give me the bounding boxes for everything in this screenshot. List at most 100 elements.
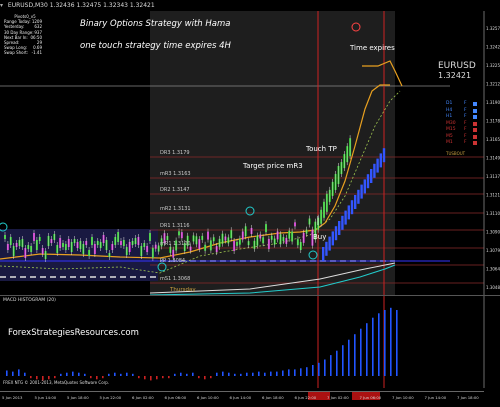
time-highlight-1 bbox=[308, 392, 330, 400]
histogram-bar bbox=[84, 373, 86, 376]
histogram-bar bbox=[102, 376, 104, 379]
histogram-bar bbox=[258, 371, 260, 376]
time-axis-label: 7 Jun 14:00 bbox=[425, 395, 447, 400]
price-axis-label: 1.32575 bbox=[486, 26, 500, 31]
trend-curve-white bbox=[149, 262, 396, 294]
tf-mark: F bbox=[464, 127, 467, 132]
tf-square-icon bbox=[472, 108, 477, 113]
time-axis-label: 7 Jun 18:00 bbox=[457, 395, 479, 400]
label-target-price: Target price mR3 bbox=[243, 162, 303, 170]
symbol-box: EURUSD 1.32421 bbox=[438, 62, 483, 81]
histogram-bar bbox=[270, 371, 272, 376]
hama-bar bbox=[350, 200, 354, 215]
histogram-bar bbox=[348, 339, 350, 376]
histogram-bar bbox=[6, 370, 8, 376]
ma-slow-line bbox=[0, 90, 401, 274]
time-axis-label: 5 Jun 22:00 bbox=[100, 395, 122, 400]
histogram-bar bbox=[384, 310, 386, 376]
histogram-bar bbox=[90, 376, 92, 379]
tf-label: H4 bbox=[446, 107, 453, 113]
histogram-bar bbox=[12, 371, 14, 376]
price-axis-label: 1.31210 bbox=[486, 193, 500, 198]
histogram-bar bbox=[318, 362, 320, 376]
histogram-bar bbox=[150, 376, 152, 381]
stats-label: 30 Day Range: bbox=[4, 29, 34, 35]
time-axis-label: 7 Jun 06:00 bbox=[360, 395, 382, 400]
price-axis-label: 1.31370 bbox=[486, 174, 500, 179]
histogram-bar bbox=[300, 368, 302, 376]
tf-row-h1: H1 F bbox=[446, 114, 482, 121]
price-axis-label: 1.31650 bbox=[486, 137, 500, 142]
price-axis-label: 1.32125 bbox=[486, 82, 500, 87]
price-axis-label: 1.31900 bbox=[486, 100, 500, 105]
headline-expiry: one touch strategy time expires 4H bbox=[80, 41, 231, 51]
stats-label: Spread: bbox=[4, 40, 20, 46]
indicator-title: MACD HISTOGRAM (20) bbox=[3, 298, 56, 303]
price-axis-label: 1.32421 bbox=[486, 45, 500, 50]
histogram-bar bbox=[396, 310, 398, 376]
future-projection-line bbox=[362, 60, 403, 87]
histogram-bar bbox=[42, 376, 44, 381]
histogram-bar bbox=[372, 317, 374, 376]
time-axis-label: 6 Jun 18:00 bbox=[262, 395, 284, 400]
pivot-label-pp: PP 1.3084 bbox=[160, 258, 186, 264]
histogram-bar bbox=[204, 376, 206, 380]
pivot-label-ms1: mS1 1.3068 bbox=[160, 276, 191, 282]
hama-bar bbox=[354, 195, 357, 209]
stats-label: Next Bar In: bbox=[4, 34, 28, 40]
pivot-label-dr2: DR2 1.3147 bbox=[160, 187, 190, 193]
histogram-bar bbox=[342, 345, 344, 376]
ma-orange-line bbox=[0, 84, 390, 260]
hama-bar bbox=[363, 179, 366, 194]
tf-label: M30 bbox=[446, 120, 456, 126]
chart-title-bar: ▾ EURUSD,M30 1.32436 1.32475 1.32343 1.3… bbox=[0, 0, 500, 11]
histogram-bar bbox=[216, 372, 218, 376]
histogram-bars bbox=[6, 307, 398, 381]
hama-bar bbox=[325, 241, 328, 256]
timeframe-matrix: D1 F H4 F H1 F M30 F M15 F M5 F M1 F TUSBOUT bbox=[446, 101, 482, 157]
panel-separator[interactable] bbox=[0, 295, 500, 296]
histogram-bar bbox=[114, 372, 116, 376]
candlesticks bbox=[4, 135, 352, 262]
hama-bar bbox=[357, 189, 360, 204]
histogram-bar bbox=[306, 367, 308, 376]
histogram-bar bbox=[132, 373, 134, 376]
tf-mark: F bbox=[464, 133, 467, 139]
histogram-bar bbox=[66, 372, 68, 376]
histogram-bar bbox=[312, 365, 314, 376]
hama-bar bbox=[331, 231, 334, 246]
histogram-bar bbox=[288, 369, 290, 376]
histogram-bar bbox=[360, 328, 362, 376]
hama-bar bbox=[347, 205, 350, 220]
stats-panel: Pivots0_v5 Range Today: 1209 Yesterday: 632… bbox=[4, 14, 46, 56]
histogram-bar bbox=[126, 372, 128, 376]
tf-label: D1 bbox=[446, 101, 453, 106]
tf-label: M1 bbox=[446, 140, 453, 145]
price-chart[interactable]: 1.32575 1.32421 1.32250 1.32125 1.31900 1.317… bbox=[0, 11, 500, 296]
histogram-bar bbox=[222, 371, 224, 376]
histogram-bar bbox=[120, 373, 122, 376]
histogram-bar bbox=[78, 372, 80, 376]
hama-bar bbox=[360, 184, 363, 199]
tf-row-m30: M30 F bbox=[446, 121, 482, 128]
hama-bar bbox=[344, 210, 347, 225]
stats-row: Swap Short: -1.41 bbox=[4, 50, 42, 55]
tf-row-d1: D1 F bbox=[446, 101, 482, 108]
marker-circle-4 bbox=[0, 222, 8, 232]
collapse-icon[interactable]: ▾ bbox=[0, 2, 4, 9]
stats-label: Swap Long: bbox=[4, 45, 28, 51]
histogram-bar bbox=[354, 334, 356, 376]
histogram-bar bbox=[228, 372, 230, 376]
stats-row: Next Bar In: 06:50 bbox=[4, 35, 42, 40]
symbol-price: 1.32421 bbox=[438, 71, 472, 80]
macd-histogram-panel[interactable]: MACD HISTOGRAM (20) ForexStrategiesResou… bbox=[0, 296, 500, 388]
tf-square-icon bbox=[472, 134, 477, 139]
pivot-label-mr3: mR3 1.3163 bbox=[160, 171, 191, 177]
histogram-bar bbox=[108, 373, 110, 376]
marker-circle-2 bbox=[157, 262, 167, 272]
time-axis-label: 7 Jun 02:00 bbox=[327, 395, 349, 400]
price-axis-label: 1.30640 bbox=[486, 267, 500, 272]
stats-row: Yesterday: 632 bbox=[4, 24, 42, 29]
histogram-bar bbox=[18, 369, 20, 376]
hama-bar bbox=[379, 153, 382, 168]
